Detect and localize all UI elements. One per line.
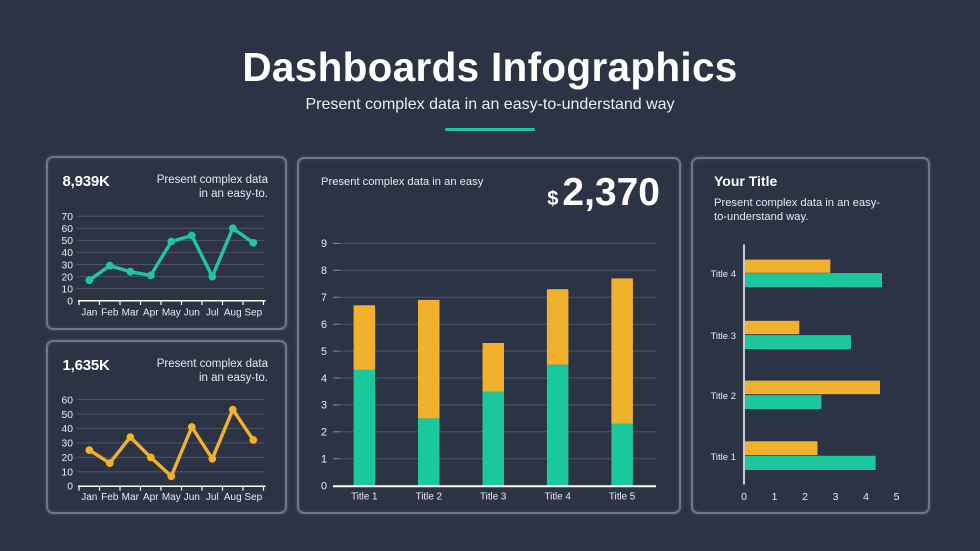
svg-text:50: 50: [62, 236, 74, 247]
svg-text:Jan: Jan: [81, 308, 97, 319]
svg-text:Title 5: Title 5: [609, 492, 636, 503]
svg-text:Apr: Apr: [143, 492, 159, 503]
svg-text:20: 20: [62, 453, 74, 464]
svg-text:9: 9: [321, 238, 327, 250]
svg-text:60: 60: [62, 395, 74, 406]
svg-text:Title 1: Title 1: [710, 452, 736, 463]
svg-text:30: 30: [62, 260, 74, 271]
svg-text:40: 40: [62, 248, 74, 259]
svg-text:Feb: Feb: [101, 308, 119, 319]
svg-text:Feb: Feb: [101, 492, 119, 503]
svg-text:Sep: Sep: [244, 308, 262, 319]
svg-text:Sep: Sep: [244, 492, 262, 503]
svg-text:Jan: Jan: [81, 492, 97, 503]
svg-text:0: 0: [67, 482, 73, 493]
svg-text:4: 4: [863, 491, 869, 503]
svg-text:1: 1: [321, 454, 327, 466]
svg-text:Title 3: Title 3: [710, 331, 736, 342]
svg-text:Jun: Jun: [184, 308, 200, 319]
svg-text:Title 3: Title 3: [480, 492, 507, 503]
svg-text:Title 4: Title 4: [710, 269, 736, 280]
svg-text:5: 5: [894, 491, 900, 503]
svg-text:70: 70: [62, 212, 74, 223]
svg-text:May: May: [162, 308, 181, 319]
svg-text:3: 3: [321, 400, 327, 412]
svg-text:0: 0: [321, 481, 327, 493]
svg-text:0: 0: [741, 491, 747, 503]
svg-text:2: 2: [802, 491, 808, 503]
svg-text:7: 7: [321, 292, 327, 304]
svg-text:Title 2: Title 2: [416, 492, 442, 503]
svg-text:Title 2: Title 2: [710, 391, 736, 402]
svg-text:Jul: Jul: [206, 492, 219, 503]
svg-text:3: 3: [833, 491, 839, 503]
svg-text:6: 6: [321, 319, 327, 331]
svg-text:Title 4: Title 4: [545, 492, 572, 503]
svg-text:Mar: Mar: [122, 492, 140, 503]
svg-text:Aug: Aug: [224, 492, 242, 503]
svg-text:20: 20: [62, 272, 74, 283]
svg-text:30: 30: [62, 439, 74, 450]
svg-text:10: 10: [62, 468, 74, 479]
svg-text:Apr: Apr: [143, 308, 159, 319]
svg-text:50: 50: [62, 410, 74, 421]
svg-text:0: 0: [67, 297, 73, 308]
svg-text:5: 5: [321, 346, 327, 358]
svg-text:Jul: Jul: [206, 308, 219, 319]
svg-text:10: 10: [62, 284, 74, 295]
svg-text:60: 60: [62, 224, 74, 235]
svg-text:2: 2: [321, 427, 327, 439]
svg-text:Mar: Mar: [122, 308, 140, 319]
svg-text:Aug: Aug: [224, 308, 242, 319]
svg-text:8: 8: [321, 265, 327, 277]
svg-text:4: 4: [321, 373, 327, 385]
svg-text:May: May: [162, 492, 181, 503]
svg-text:Jun: Jun: [184, 492, 200, 503]
svg-text:40: 40: [62, 424, 74, 435]
svg-text:1: 1: [772, 491, 778, 503]
svg-text:Title 1: Title 1: [351, 492, 377, 503]
